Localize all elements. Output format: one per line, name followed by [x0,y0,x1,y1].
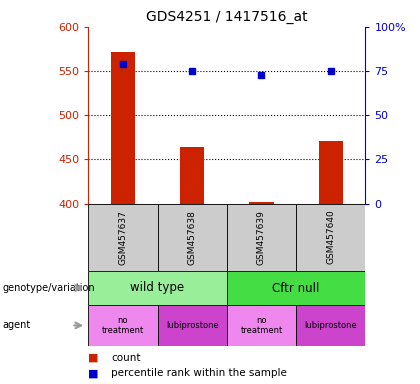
Bar [227,271,365,305]
Bar [180,147,204,204]
Bar [88,271,227,305]
Text: agent: agent [2,320,30,331]
Text: lubiprostone: lubiprostone [166,321,218,330]
Text: ■: ■ [88,368,99,378]
Text: no
treatment: no treatment [102,316,144,335]
Bar [111,51,135,204]
Bar [296,305,365,346]
Text: GSM457637: GSM457637 [118,210,127,265]
Text: GSM457639: GSM457639 [257,210,266,265]
Bar [227,305,296,346]
Text: Cftr null: Cftr null [273,281,320,295]
Bar [227,204,296,271]
Text: ■: ■ [88,353,99,363]
Title: GDS4251 / 1417516_at: GDS4251 / 1417516_at [146,10,307,25]
Bar [319,141,343,204]
Bar [88,305,158,346]
Text: wild type: wild type [131,281,184,295]
Text: percentile rank within the sample: percentile rank within the sample [111,368,287,378]
Text: GSM457640: GSM457640 [326,210,335,265]
Bar [158,305,227,346]
Text: genotype/variation: genotype/variation [2,283,95,293]
Bar [88,204,158,271]
Text: lubiprostone: lubiprostone [304,321,357,330]
Bar [249,202,273,204]
Text: count: count [111,353,141,363]
Text: GSM457638: GSM457638 [188,210,197,265]
Text: no
treatment: no treatment [240,316,283,335]
Bar [158,204,227,271]
Bar [296,204,365,271]
